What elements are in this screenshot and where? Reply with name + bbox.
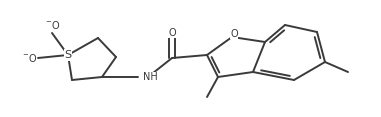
Text: $^{-}$O: $^{-}$O [45, 19, 61, 31]
Text: NH: NH [143, 72, 158, 82]
Text: O: O [168, 28, 176, 38]
Text: S: S [64, 50, 72, 60]
Text: $^{-}$O: $^{-}$O [22, 52, 37, 64]
Text: O: O [230, 29, 238, 39]
